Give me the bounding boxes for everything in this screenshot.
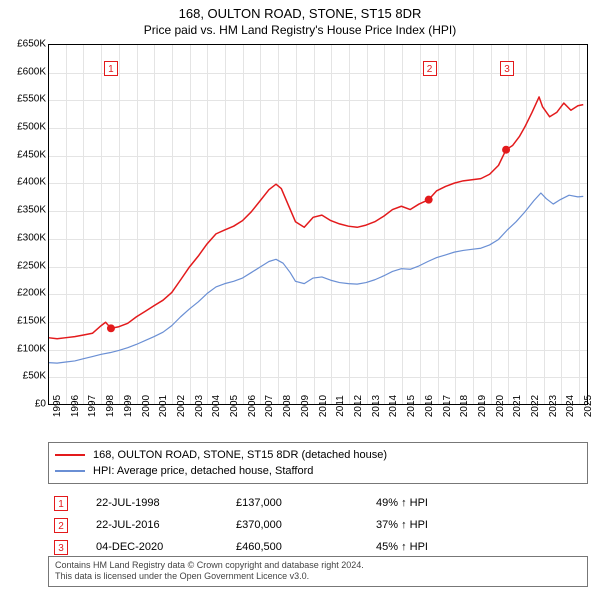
event-date: 04-DEC-2020 <box>96 541 236 553</box>
legend-row: HPI: Average price, detached house, Staf… <box>55 463 581 479</box>
footer-line-2: This data is licensed under the Open Gov… <box>55 571 581 582</box>
legend-swatch <box>55 454 85 456</box>
price-marker <box>107 324 115 332</box>
y-axis-label: £300K <box>2 232 46 243</box>
legend-swatch <box>55 470 85 472</box>
y-axis-label: £450K <box>2 149 46 160</box>
event-price: £137,000 <box>236 497 376 509</box>
y-axis-label: £500K <box>2 122 46 133</box>
event-row: 3 04-DEC-2020£460,50045% ↑ HPI <box>54 536 582 558</box>
chart-plot-area: 1 2 3 <box>48 44 588 404</box>
y-axis-label: £600K <box>2 66 46 77</box>
event-date: 22-JUL-2016 <box>96 519 236 531</box>
price-marker <box>425 196 433 204</box>
event-price: £460,500 <box>236 541 376 553</box>
series-line-property <box>48 97 583 339</box>
y-axis-label: £650K <box>2 39 46 50</box>
legend-label: 168, OULTON ROAD, STONE, ST15 8DR (detac… <box>93 449 387 461</box>
y-axis-label: £100K <box>2 343 46 354</box>
event-delta: 49% ↑ HPI <box>376 497 582 509</box>
y-axis-label: £150K <box>2 315 46 326</box>
series-line-hpi <box>48 193 583 363</box>
page-root: 168, OULTON ROAD, STONE, ST15 8DR Price … <box>0 0 600 590</box>
y-axis-label: £50K <box>2 371 46 382</box>
event-price: £370,000 <box>236 519 376 531</box>
y-axis-line <box>48 45 49 405</box>
legend-row: 168, OULTON ROAD, STONE, ST15 8DR (detac… <box>55 447 581 463</box>
event-delta: 37% ↑ HPI <box>376 519 582 531</box>
chart-subtitle: Price paid vs. HM Land Registry's House … <box>0 21 600 37</box>
footer-attribution: Contains HM Land Registry data © Crown c… <box>48 556 588 587</box>
x-axis-line <box>48 404 588 405</box>
event-row: 2 22-JUL-2016£370,00037% ↑ HPI <box>54 514 582 536</box>
event-number-badge: 1 <box>54 496 68 511</box>
legend: 168, OULTON ROAD, STONE, ST15 8DR (detac… <box>48 442 588 484</box>
callout-1: 1 <box>104 61 118 76</box>
event-number-badge: 2 <box>54 518 68 533</box>
y-axis-label: £0 <box>2 399 46 410</box>
event-row: 1 22-JUL-1998£137,00049% ↑ HPI <box>54 492 582 514</box>
y-axis-label: £200K <box>2 288 46 299</box>
y-axis-label: £550K <box>2 94 46 105</box>
event-table: 1 22-JUL-1998£137,00049% ↑ HPI 2 22-JUL-201… <box>48 486 588 560</box>
callout-3: 3 <box>500 61 514 76</box>
event-date: 22-JUL-1998 <box>96 497 236 509</box>
y-axis-label: £350K <box>2 205 46 216</box>
chart-svg <box>48 45 587 404</box>
legend-label: HPI: Average price, detached house, Staf… <box>93 465 313 477</box>
callout-2: 2 <box>423 61 437 76</box>
chart-title: 168, OULTON ROAD, STONE, ST15 8DR <box>0 0 600 21</box>
y-axis-label: £250K <box>2 260 46 271</box>
event-delta: 45% ↑ HPI <box>376 541 582 553</box>
y-axis-label: £400K <box>2 177 46 188</box>
price-marker <box>502 146 510 154</box>
event-number-badge: 3 <box>54 540 68 555</box>
footer-line-1: Contains HM Land Registry data © Crown c… <box>55 560 581 571</box>
